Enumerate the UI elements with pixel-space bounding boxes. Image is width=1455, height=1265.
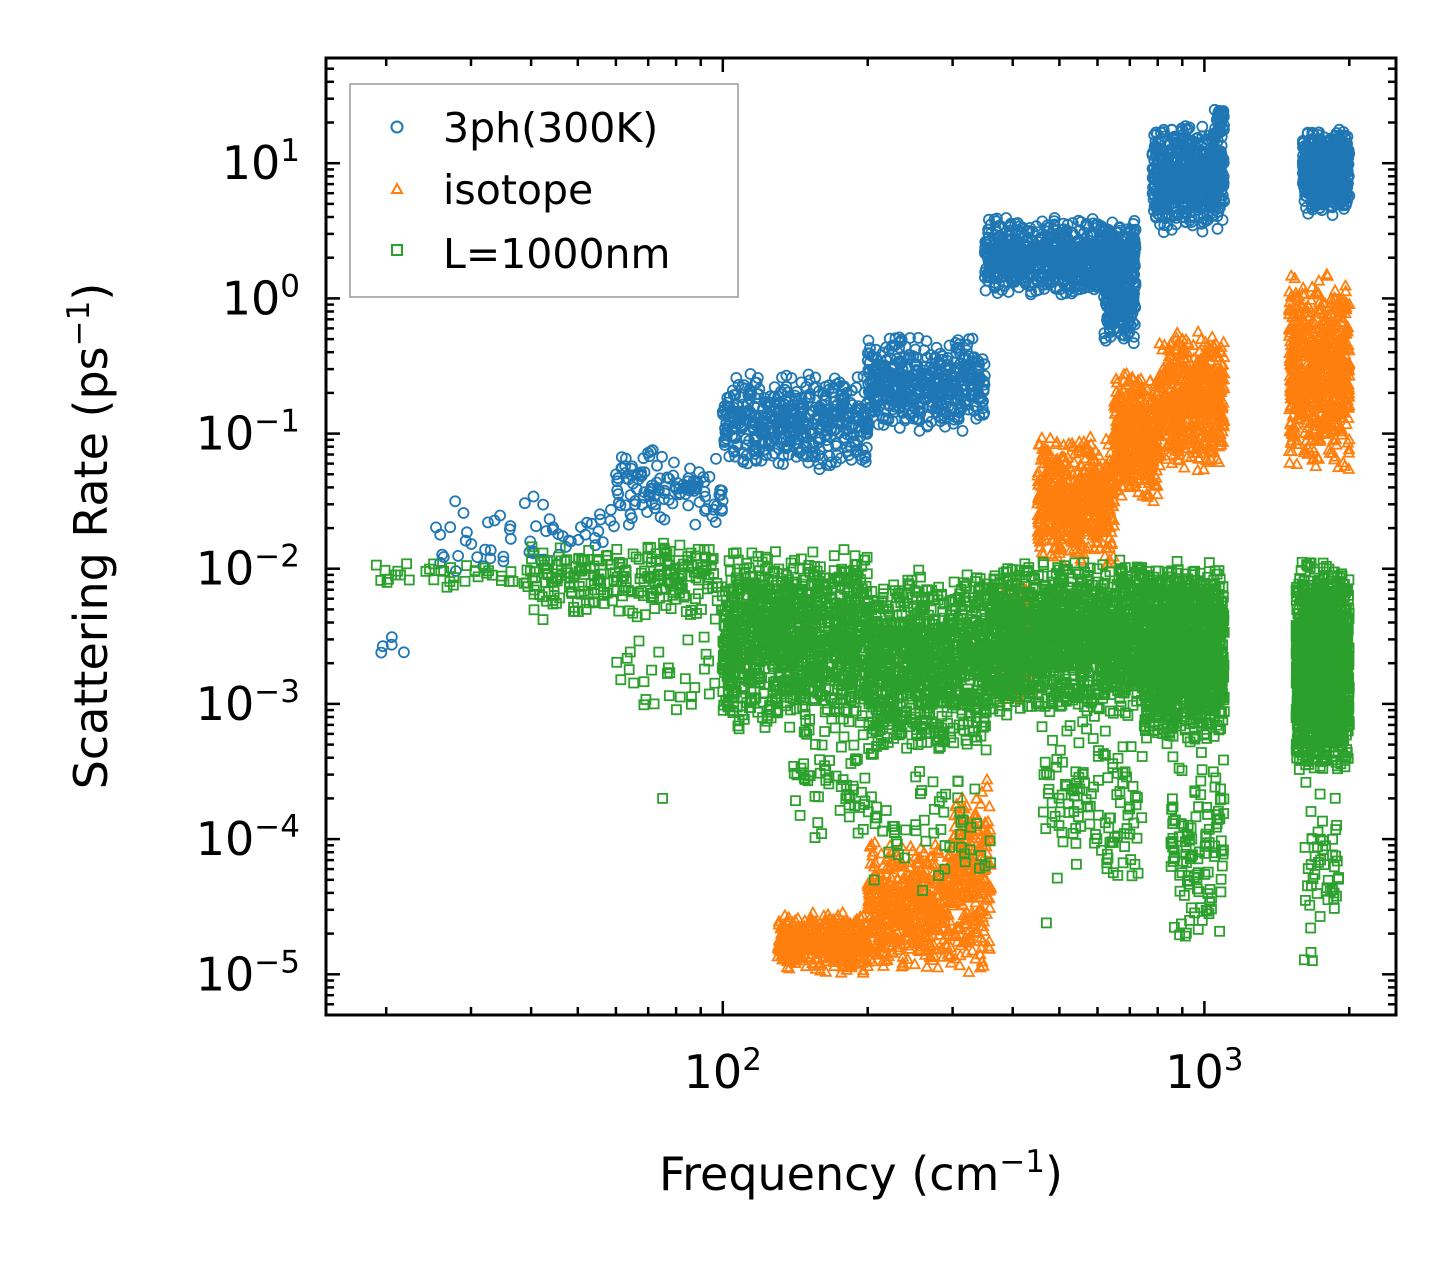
- data-point: [620, 472, 633, 485]
- data-point: [614, 499, 627, 512]
- data-point: [668, 456, 680, 469]
- data-point: [497, 550, 510, 563]
- data-point: [444, 521, 457, 534]
- data-point: [385, 638, 398, 651]
- data-point: [503, 523, 516, 536]
- data-point: [471, 551, 484, 563]
- data-point: [709, 516, 722, 528]
- data-point: [682, 499, 695, 512]
- data-point: [452, 550, 465, 562]
- data-point: [375, 646, 388, 659]
- data-point: [710, 452, 722, 465]
- data-point: [385, 631, 398, 643]
- data-point: [698, 485, 711, 498]
- data-point: [608, 520, 620, 533]
- data-point: [636, 498, 649, 511]
- data-point: [397, 646, 410, 659]
- data-point: [658, 513, 671, 526]
- data-point: [581, 516, 593, 529]
- data-point: [596, 536, 609, 548]
- data-point: [693, 466, 705, 479]
- data-point: [661, 471, 674, 484]
- data-point: [703, 470, 716, 483]
- data-point: [605, 503, 617, 516]
- data-point: [615, 462, 628, 475]
- data-point: [689, 518, 702, 531]
- data-point: [683, 480, 696, 493]
- data-point: [547, 521, 559, 534]
- data-point: [530, 520, 542, 533]
- data-point: [484, 544, 497, 557]
- data-point: [649, 502, 661, 515]
- data-point: [625, 512, 638, 525]
- data-point: [642, 446, 654, 459]
- data-point: [643, 485, 656, 498]
- data-point: [457, 507, 470, 519]
- data-point: [592, 525, 605, 538]
- data-point: [434, 528, 447, 541]
- data-points: [370, 103, 1356, 978]
- data-point: [481, 516, 494, 529]
- data-point: [518, 497, 531, 510]
- data-point: [685, 479, 698, 492]
- data-point: [713, 488, 726, 501]
- data-point: [708, 498, 721, 511]
- data-point: [527, 490, 540, 503]
- data-point: [611, 484, 624, 497]
- data-point: [537, 498, 549, 511]
- data-point: [376, 640, 389, 653]
- data-point: [479, 543, 492, 556]
- data-point: [651, 459, 663, 472]
- data-point: [638, 486, 651, 499]
- data-point: [460, 526, 473, 539]
- data-point: [585, 517, 598, 530]
- data-point: [449, 495, 462, 508]
- data-point: [436, 548, 449, 561]
- data-point: [619, 499, 632, 512]
- data-point: [562, 534, 575, 547]
- data-point: [663, 472, 675, 485]
- data-point: [630, 483, 643, 496]
- data-point: [699, 504, 711, 517]
- data-point: [624, 489, 637, 501]
- data-point: [666, 497, 679, 510]
- data-point: [622, 518, 635, 531]
- data-point: [437, 551, 450, 563]
- data-point: [656, 450, 668, 463]
- series-circle-points: [375, 103, 1356, 659]
- data-point: [699, 490, 711, 503]
- data-point: [662, 494, 675, 506]
- data-point: [594, 508, 606, 521]
- data-point: [497, 555, 510, 568]
- data-point: [649, 498, 662, 511]
- data-point: [635, 466, 647, 479]
- data-point: [465, 538, 478, 550]
- data-point: [650, 476, 663, 489]
- data-point: [707, 503, 720, 516]
- data-point: [494, 509, 507, 522]
- data-point: [638, 466, 651, 479]
